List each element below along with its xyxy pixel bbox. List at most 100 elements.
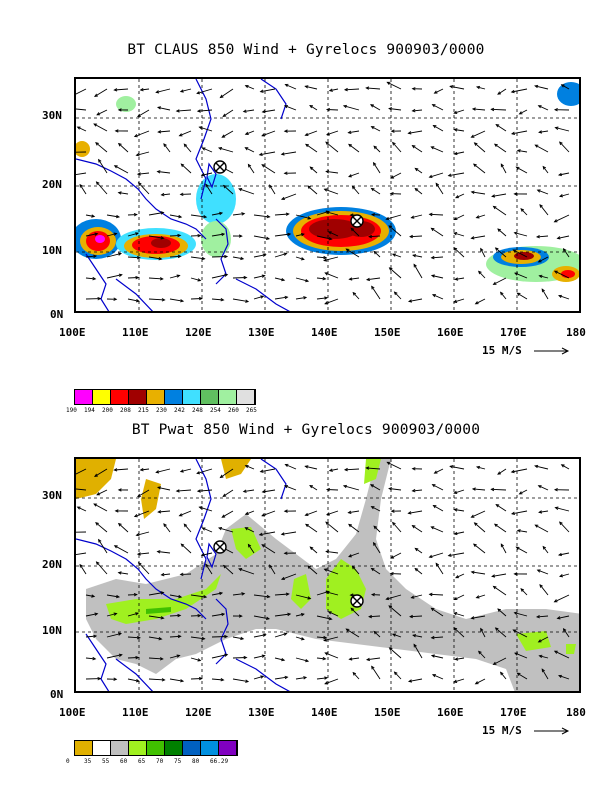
wind-vector (326, 211, 339, 216)
wind-vector-head (328, 468, 333, 472)
wind-vector (127, 256, 140, 259)
wind-vector (429, 172, 444, 178)
claus-lon-label-180: 180 (566, 326, 586, 339)
wind-vector-head (261, 489, 266, 494)
claus-ref-vector-label: 15 M/S (482, 344, 522, 357)
wind-vector (412, 109, 423, 112)
wind-vector (305, 85, 318, 90)
wind-vector-head (135, 232, 140, 236)
wind-vector-head (558, 194, 564, 198)
wind-vector-head (343, 467, 348, 472)
wind-vector (495, 124, 507, 132)
wind-vector (471, 615, 486, 619)
wind-vector-head (284, 83, 289, 88)
wind-vector-head (428, 212, 433, 217)
wind-vector (85, 255, 97, 258)
wind-vector (329, 468, 339, 472)
wind-vector-head (371, 665, 375, 670)
wind-vector-head (200, 553, 205, 557)
wind-vector (366, 277, 381, 281)
legend-label: 66.29 (210, 758, 229, 765)
wind-vector-head (283, 551, 288, 555)
wind-vector-head (283, 104, 288, 109)
wind-vector (305, 523, 318, 533)
wind-vector-head (203, 595, 208, 599)
wind-vector (176, 109, 192, 112)
claus-gyreloc-2 (350, 214, 364, 228)
wind-vector-head (370, 506, 375, 510)
wind-vector-head (493, 143, 498, 148)
wind-vector (408, 298, 423, 302)
wind-vector-head (560, 84, 565, 88)
wind-vector-head (475, 215, 480, 219)
wind-vector-head (305, 658, 310, 663)
wind-vector-head (430, 274, 435, 278)
wind-vector (183, 143, 192, 153)
wind-vector (118, 572, 129, 575)
wind-vector (476, 466, 486, 470)
wind-vector (98, 539, 108, 554)
wind-vector (221, 130, 234, 138)
wind-vector (106, 274, 122, 279)
wind-vector-head (388, 107, 393, 111)
claus-lon-label-150e: 150E (374, 326, 401, 339)
wind-vector-head (535, 615, 540, 619)
wind-vector (348, 144, 360, 153)
wind-vector-head (93, 634, 98, 638)
wind-vector (106, 233, 117, 237)
claus-map-plot[interactable] (74, 77, 581, 313)
pwat-map-plot[interactable] (74, 457, 581, 693)
wind-vector-head (453, 232, 458, 236)
wind-vector (392, 633, 402, 638)
wind-vector-head (534, 524, 539, 528)
wind-vector-head (477, 270, 482, 275)
wind-vector-head (238, 188, 243, 192)
wind-vector-head (325, 590, 330, 595)
wind-vector (472, 488, 486, 491)
wind-vector-head (133, 212, 138, 217)
wind-vector-head (393, 671, 398, 676)
wind-vector (326, 109, 339, 111)
wind-vector (412, 489, 423, 492)
wind-vector (190, 256, 205, 260)
wind-vector-head (388, 267, 393, 271)
wind-vector-head (412, 254, 417, 258)
wind-vector-head (160, 616, 165, 620)
wind-vector-head (430, 654, 435, 658)
wind-vector (558, 295, 570, 300)
wind-vector-head (304, 85, 309, 89)
wind-vector-head (513, 231, 518, 236)
wind-vector (325, 521, 339, 533)
wind-vector-head (157, 510, 162, 514)
wind-vector-head (176, 274, 181, 278)
legend-label: 70 (156, 758, 164, 765)
wind-vector (114, 545, 129, 554)
wind-vector (261, 510, 276, 517)
wind-vector-head (155, 470, 160, 474)
wind-vector-head (238, 568, 243, 572)
wind-vector-head (139, 468, 144, 472)
wind-vector (415, 168, 423, 174)
wind-vector (148, 615, 164, 619)
wind-vector-head (161, 298, 166, 302)
wind-vector-head (473, 142, 478, 146)
wind-vector-head (347, 510, 352, 515)
wind-vector (161, 193, 171, 196)
pwat-lat-label-10n: 10N (42, 624, 62, 637)
wind-vector-head (428, 592, 433, 597)
wind-vector (211, 212, 223, 216)
wind-vector-head (365, 466, 370, 470)
wind-vector (114, 88, 129, 91)
wind-vector-head (115, 214, 121, 219)
wind-vector-head (558, 141, 563, 146)
wind-vector (96, 489, 108, 496)
wind-vector (408, 130, 423, 134)
wind-vector-head (177, 233, 182, 238)
legend-label: 65 (138, 758, 146, 765)
wind-vector-head (513, 611, 518, 616)
legend-label: 254 (210, 407, 221, 414)
wind-vector (500, 543, 507, 554)
wind-vector-head (514, 272, 519, 276)
wind-vector (190, 678, 202, 680)
wind-vector (95, 142, 108, 153)
